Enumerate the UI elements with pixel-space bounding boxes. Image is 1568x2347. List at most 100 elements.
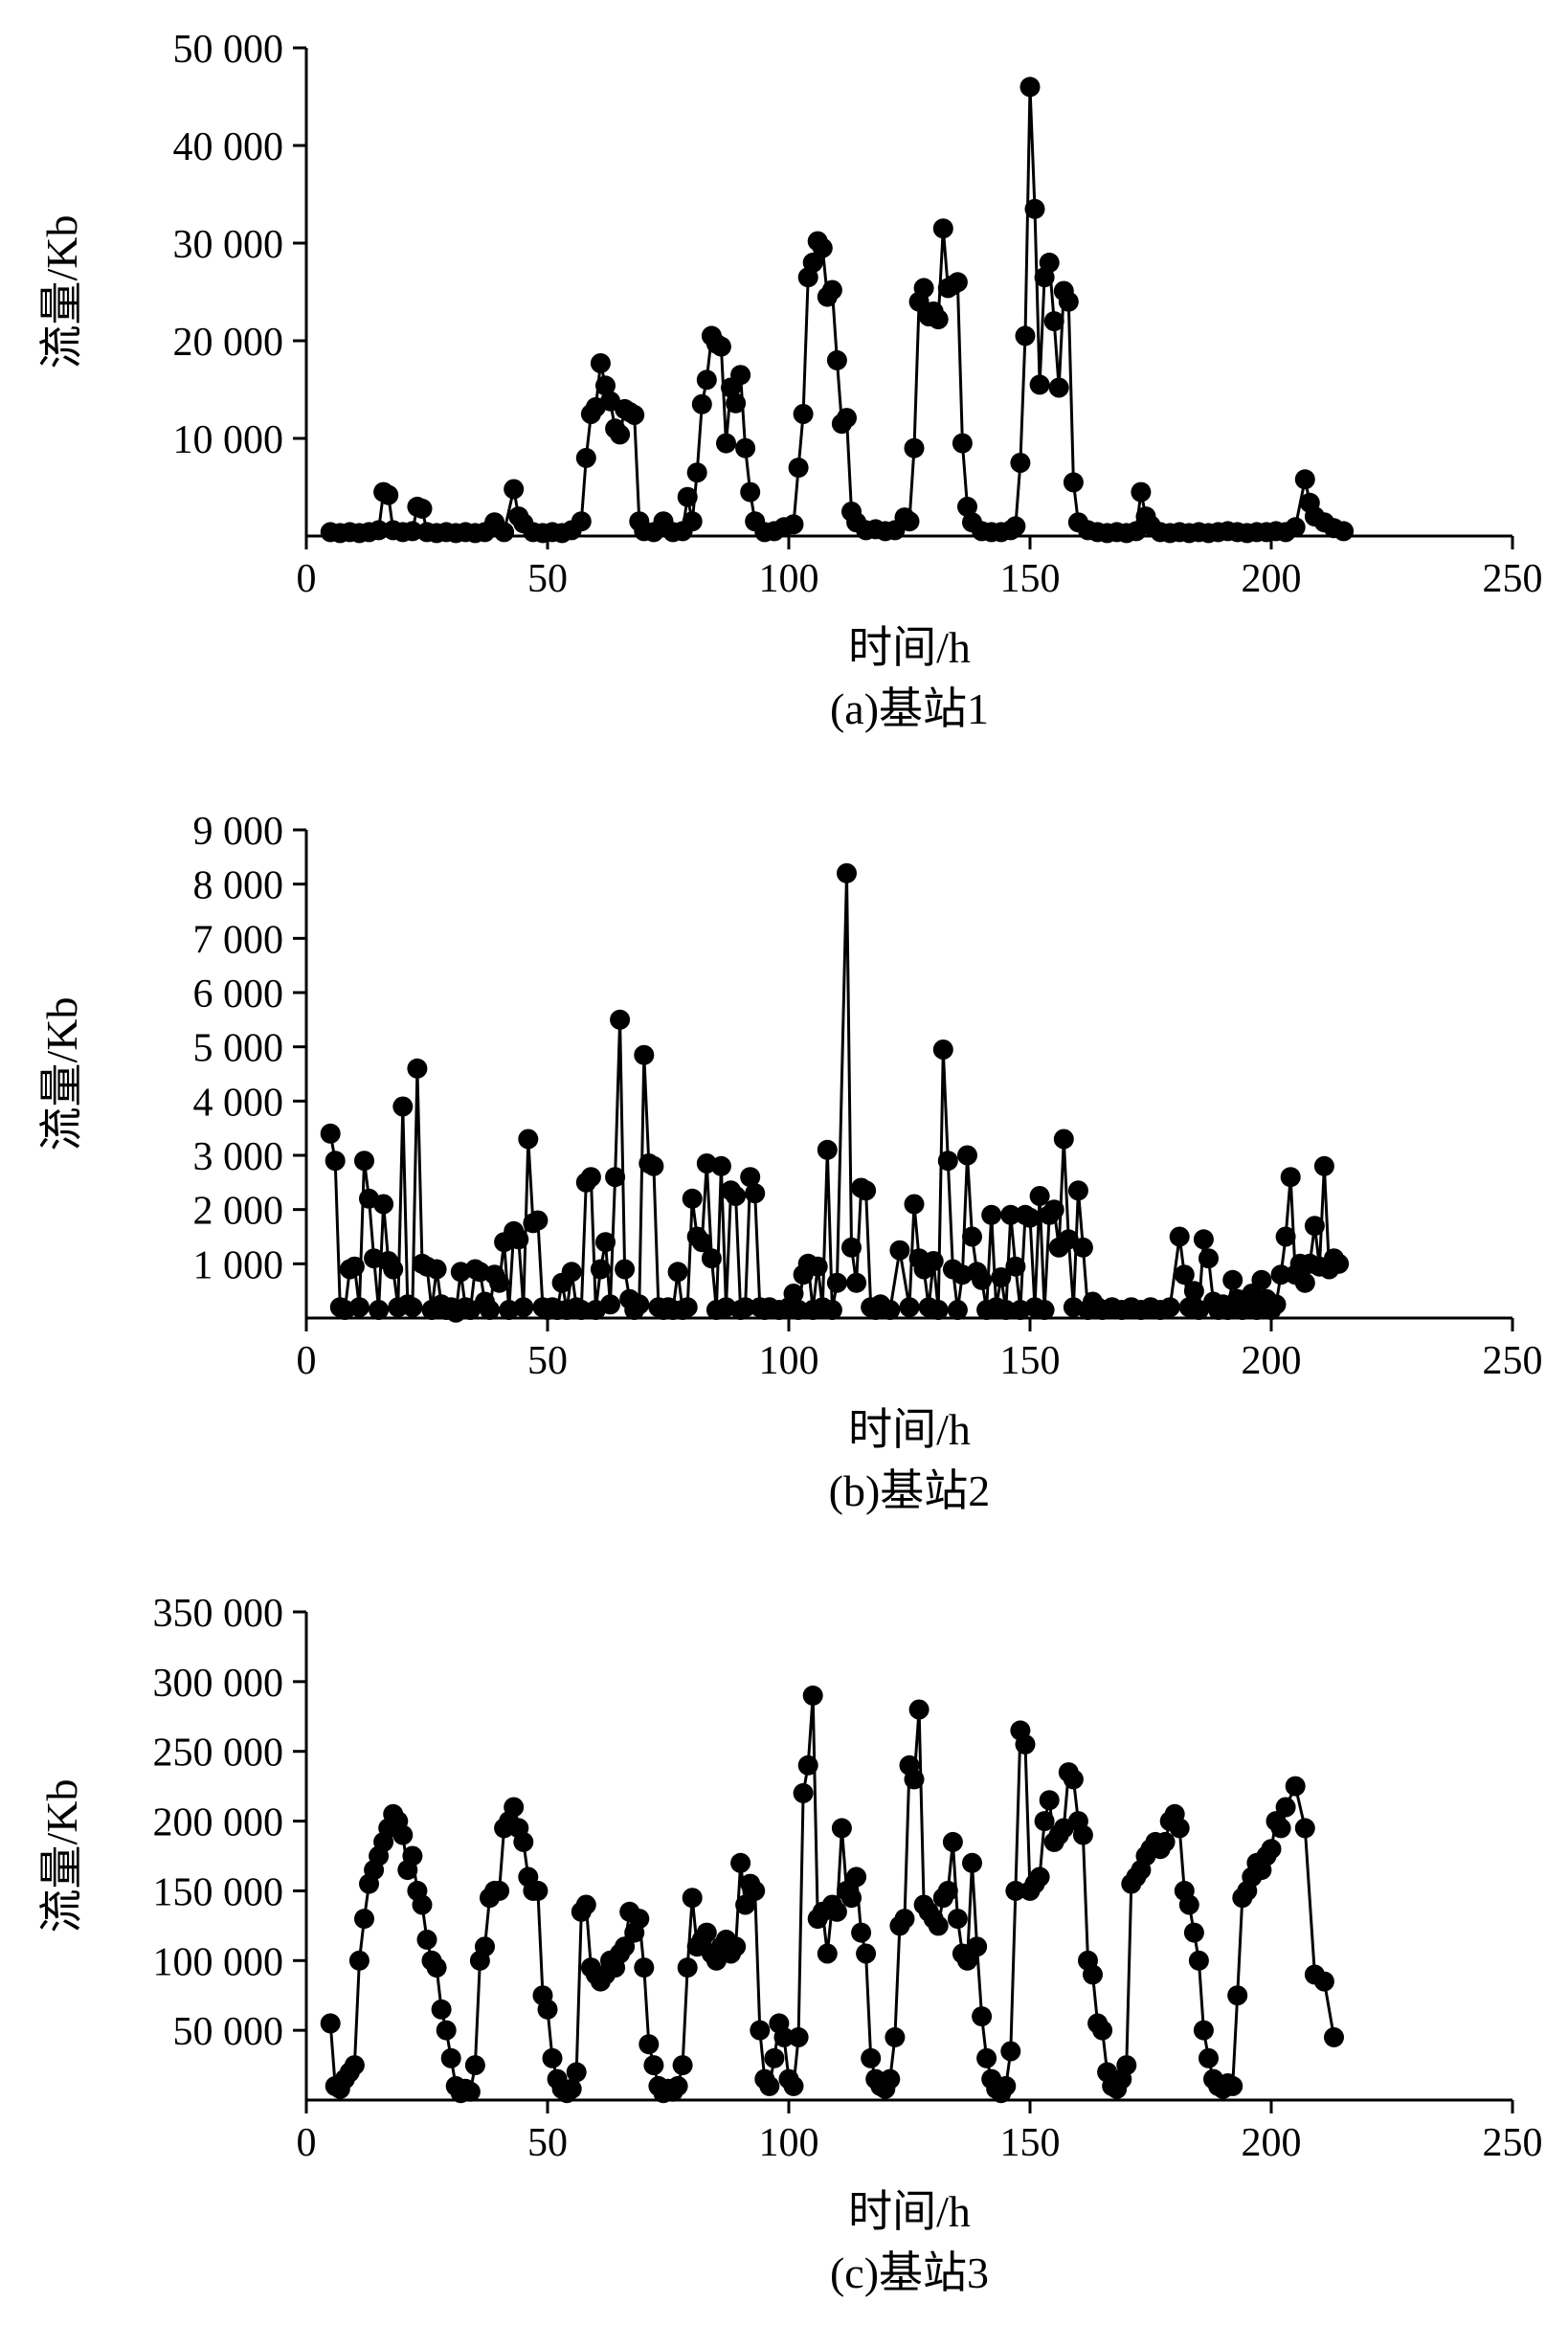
data-point <box>590 1259 611 1280</box>
data-point <box>880 2068 901 2090</box>
y-tick-label: 100 000 <box>153 1940 284 1984</box>
data-point <box>826 1272 847 1293</box>
data-point <box>629 1909 650 1930</box>
data-point <box>1193 2020 1214 2041</box>
data-point <box>426 1957 447 1978</box>
x-tick-label: 200 <box>1242 1339 1302 1383</box>
data-point <box>856 1180 877 1201</box>
data-point <box>320 2013 341 2034</box>
data-point <box>513 1831 534 1852</box>
data-point <box>1174 1264 1195 1285</box>
data-point <box>981 1204 1002 1225</box>
data-point <box>962 1226 982 1247</box>
data-point <box>595 1232 616 1253</box>
data-point <box>672 2055 693 2076</box>
data-point <box>726 1186 747 1206</box>
data-point <box>1275 1797 1296 1818</box>
data-point <box>952 433 973 454</box>
data-point <box>575 1894 596 1915</box>
data-point <box>783 1284 804 1304</box>
data-point <box>1304 1216 1325 1237</box>
x-tick-label: 250 <box>1483 557 1543 601</box>
data-point <box>431 1999 452 2020</box>
data-point <box>1015 1733 1036 1755</box>
data-point <box>1092 2020 1113 2041</box>
data-point <box>750 2020 771 2041</box>
data-point <box>957 1950 977 1971</box>
data-point <box>1222 1269 1243 1290</box>
data-point <box>494 522 515 543</box>
data-point <box>383 1259 404 1280</box>
data-point <box>682 1888 703 1909</box>
data-point <box>1294 1818 1315 1839</box>
x-tick-label: 150 <box>1000 557 1061 601</box>
data-point <box>991 1267 1012 1287</box>
data-point <box>1067 1180 1088 1201</box>
data-point <box>947 1909 968 1930</box>
data-point <box>691 1232 712 1253</box>
data-point <box>638 2034 660 2055</box>
data-point <box>1043 311 1064 332</box>
chart-a-plot: 10 000 20 000 30 000 40 000 50 000 0 50 100 150 2… <box>37 28 1543 670</box>
y-tick-label: 8 000 <box>193 864 284 908</box>
data-point <box>730 365 751 386</box>
data-point <box>788 1300 809 1320</box>
data-point <box>899 511 920 532</box>
data-point <box>710 336 731 357</box>
data-point <box>899 1297 920 1318</box>
data-point <box>348 1950 370 1971</box>
data-point <box>580 1167 601 1188</box>
data-point <box>1275 1226 1296 1247</box>
data-point <box>1169 1818 1190 1839</box>
data-point <box>504 1797 525 1818</box>
data-point <box>1183 1922 1204 1943</box>
data-point <box>1029 374 1050 395</box>
data-point <box>937 1880 958 1901</box>
data-point <box>392 1096 414 1117</box>
data-point <box>947 1300 968 1320</box>
data-point <box>1015 325 1036 346</box>
data-point <box>566 2062 587 2083</box>
data-point <box>1266 1294 1287 1315</box>
data-point <box>1333 521 1355 542</box>
data-point <box>1019 1207 1041 1228</box>
data-point <box>826 1901 847 1922</box>
data-point <box>677 486 698 507</box>
chart-a-caption: (a)基站1 <box>829 684 990 733</box>
data-point <box>402 1845 423 1866</box>
chart-panel-b: 1 000 2 000 3 000 4 000 5 000 6 000 7 000 8 000… <box>0 782 1568 1564</box>
data-point <box>793 1782 814 1803</box>
data-point <box>686 462 707 483</box>
data-point <box>802 1685 823 1706</box>
data-point <box>320 1123 341 1144</box>
y-tick-label: 50 000 <box>173 2010 284 2054</box>
data-point <box>426 1259 447 1280</box>
data-point <box>489 1272 510 1293</box>
data-point <box>1285 517 1306 538</box>
data-point <box>826 349 847 370</box>
data-point <box>1039 252 1060 273</box>
data-point <box>831 1818 852 1839</box>
data-point <box>402 521 423 542</box>
data-point <box>1285 1776 1306 1797</box>
data-point <box>1005 1880 1026 1901</box>
data-point <box>1294 1272 1315 1293</box>
data-point <box>643 1155 664 1176</box>
data-point <box>783 514 804 535</box>
data-point <box>600 1294 620 1315</box>
x-tick-label: 50 <box>527 2121 568 2165</box>
chart-panel-a: 10 000 20 000 30 000 40 000 50 000 0 50 100 150 2… <box>0 0 1568 782</box>
data-point <box>1063 472 1084 493</box>
data-point <box>615 1936 636 1957</box>
data-point <box>937 1151 958 1172</box>
data-point <box>928 1300 949 1320</box>
y-axis-title: 流量/Kb <box>37 215 86 369</box>
data-point <box>1178 1894 1199 1915</box>
y-tick-label: 40 000 <box>173 125 284 169</box>
data-point <box>634 1957 655 1978</box>
data-point <box>677 1297 698 1318</box>
data-point <box>624 405 645 425</box>
data-point <box>1313 1971 1334 1992</box>
data-point <box>1034 1811 1055 1832</box>
